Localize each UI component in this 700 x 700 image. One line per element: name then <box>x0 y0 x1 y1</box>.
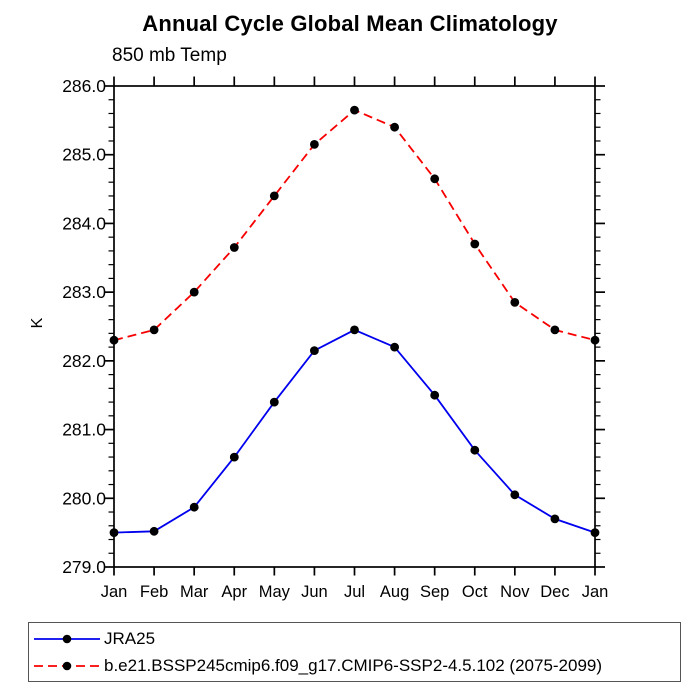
x-tick-label: Jul <box>344 583 365 601</box>
legend-marker-icon <box>62 634 72 643</box>
x-tick-label: Jun <box>301 583 328 601</box>
data-point-marker <box>550 514 560 524</box>
data-point-marker <box>189 287 199 297</box>
y-axis-tick-labels: 279.0 280.0 281.0 282.0 283.0 284.0 285.0 286.0 <box>62 76 106 577</box>
data-point-marker <box>550 325 560 335</box>
x-tick-label: May <box>259 583 291 601</box>
data-point-marker <box>350 105 359 115</box>
y-tick-label: 280.0 <box>62 488 106 508</box>
x-tick-label: Oct <box>462 583 488 601</box>
data-point-marker <box>590 528 600 537</box>
x-tick-label: Dec <box>540 583 569 601</box>
legend-sample-solid-line <box>34 634 100 643</box>
data-point-marker <box>149 526 159 536</box>
y-tick-label: 281.0 <box>62 420 106 440</box>
x-tick-label: Sep <box>420 583 449 601</box>
y-axis-ticks <box>104 85 605 568</box>
data-point-marker <box>269 191 279 201</box>
chart-subtitle: 850 mb Temp <box>112 45 227 66</box>
y-tick-label: 283.0 <box>62 282 106 302</box>
data-point-marker <box>229 243 239 252</box>
x-tick-label: Mar <box>180 583 209 601</box>
data-point-marker <box>470 445 480 455</box>
data-point-marker <box>390 122 399 132</box>
data-point-marker <box>390 342 399 352</box>
legend-box: JRA25 b.e21.BSSP245cmip6.f09_g17.CMIP6-S… <box>28 622 681 682</box>
legend-item-model: b.e21.BSSP245cmip6.f09_g17.CMIP6-SSP2-4.… <box>32 652 680 679</box>
y-tick-label: 285.0 <box>62 145 106 165</box>
series-line-1 <box>113 109 596 342</box>
data-point-marker <box>510 298 520 307</box>
chart-title: Annual Cycle Global Mean Climatology <box>142 11 558 36</box>
x-tick-label: Nov <box>500 583 530 601</box>
series-markers-0 <box>109 325 600 537</box>
legend-label: b.e21.BSSP245cmip6.f09_g17.CMIP6-SSP2-4.… <box>104 656 603 675</box>
series-line-0 <box>113 328 596 534</box>
data-point-marker <box>269 397 279 407</box>
data-point-marker <box>430 390 440 400</box>
y-tick-label: 282.0 <box>62 351 106 371</box>
x-axis-tick-labels: Jan Feb Mar Apr May Jun Jul Aug Sep Oct Nov Dec Jan <box>101 583 609 601</box>
x-tick-label: Feb <box>140 583 168 601</box>
x-tick-label: Jan <box>582 583 609 601</box>
data-point-marker <box>149 325 159 335</box>
data-point-marker <box>189 502 199 512</box>
legend-label: JRA25 <box>104 629 156 648</box>
data-point-marker <box>109 528 119 537</box>
y-tick-label: 279.0 <box>62 557 106 577</box>
data-point-marker <box>310 346 319 355</box>
data-point-marker <box>310 140 319 149</box>
y-tick-label: 286.0 <box>62 76 106 96</box>
data-point-marker <box>590 335 600 345</box>
series-markers-1 <box>109 105 600 345</box>
y-tick-label: 284.0 <box>62 213 106 233</box>
data-point-marker <box>229 452 239 462</box>
data-point-marker <box>470 239 480 249</box>
x-tick-label: Aug <box>380 583 409 601</box>
x-tick-label: Jan <box>101 583 128 601</box>
legend-sample-dashed-line <box>34 661 100 670</box>
x-axis-ticks <box>113 76 596 576</box>
data-point-marker <box>510 490 520 500</box>
data-point-marker <box>350 325 359 335</box>
x-tick-label: Apr <box>221 583 247 601</box>
legend-marker-icon <box>62 661 72 670</box>
legend-item-jra25: JRA25 <box>32 625 680 652</box>
data-point-marker <box>109 335 119 345</box>
data-point-marker <box>430 174 440 184</box>
